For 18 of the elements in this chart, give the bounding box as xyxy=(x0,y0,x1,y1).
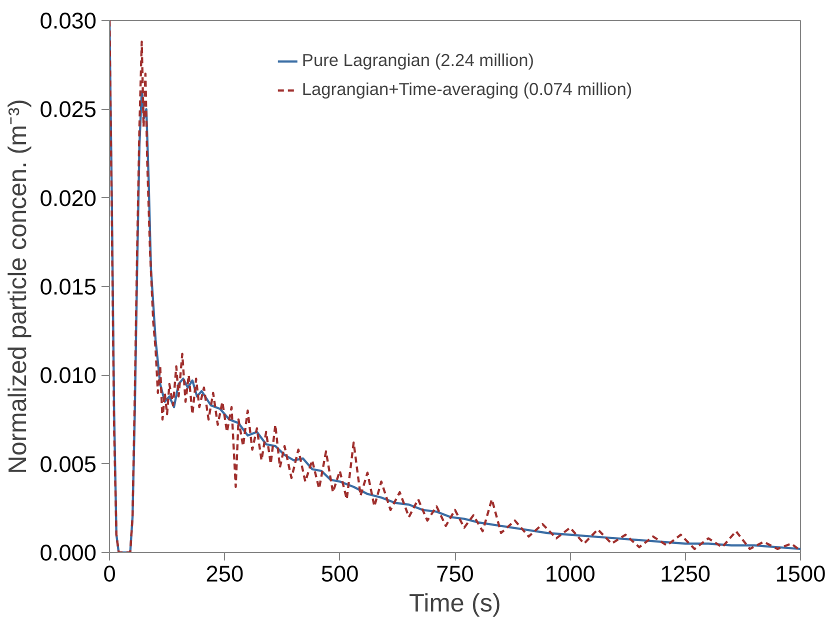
x-tick-label: 0 xyxy=(103,560,116,586)
x-tick-label: 1250 xyxy=(660,560,711,586)
y-tick-label: 0.005 xyxy=(40,450,97,477)
x-tick-label: 1500 xyxy=(775,560,826,586)
x-axis-title: Time (s) xyxy=(409,590,501,618)
y-axis-title: Normalized particle concen. (m⁻³) xyxy=(4,99,32,474)
legend-label: Lagrangian+Time-averaging (0.074 million) xyxy=(302,79,632,100)
x-tick-label: 250 xyxy=(206,560,244,586)
x-tick-label: 500 xyxy=(320,560,359,586)
y-tick-label: 0.030 xyxy=(40,8,97,34)
legend-label: Pure Lagrangian (2.24 million) xyxy=(302,50,534,71)
x-tick-label: 750 xyxy=(436,560,474,586)
y-tick-label: 0.010 xyxy=(40,362,97,388)
y-tick-label: 0.015 xyxy=(40,274,97,300)
y-tick-label: 0.020 xyxy=(40,184,97,211)
x-tick-label: 1000 xyxy=(544,560,596,586)
y-tick-label: 0.000 xyxy=(40,540,97,566)
y-tick-label: 0.025 xyxy=(40,96,97,122)
